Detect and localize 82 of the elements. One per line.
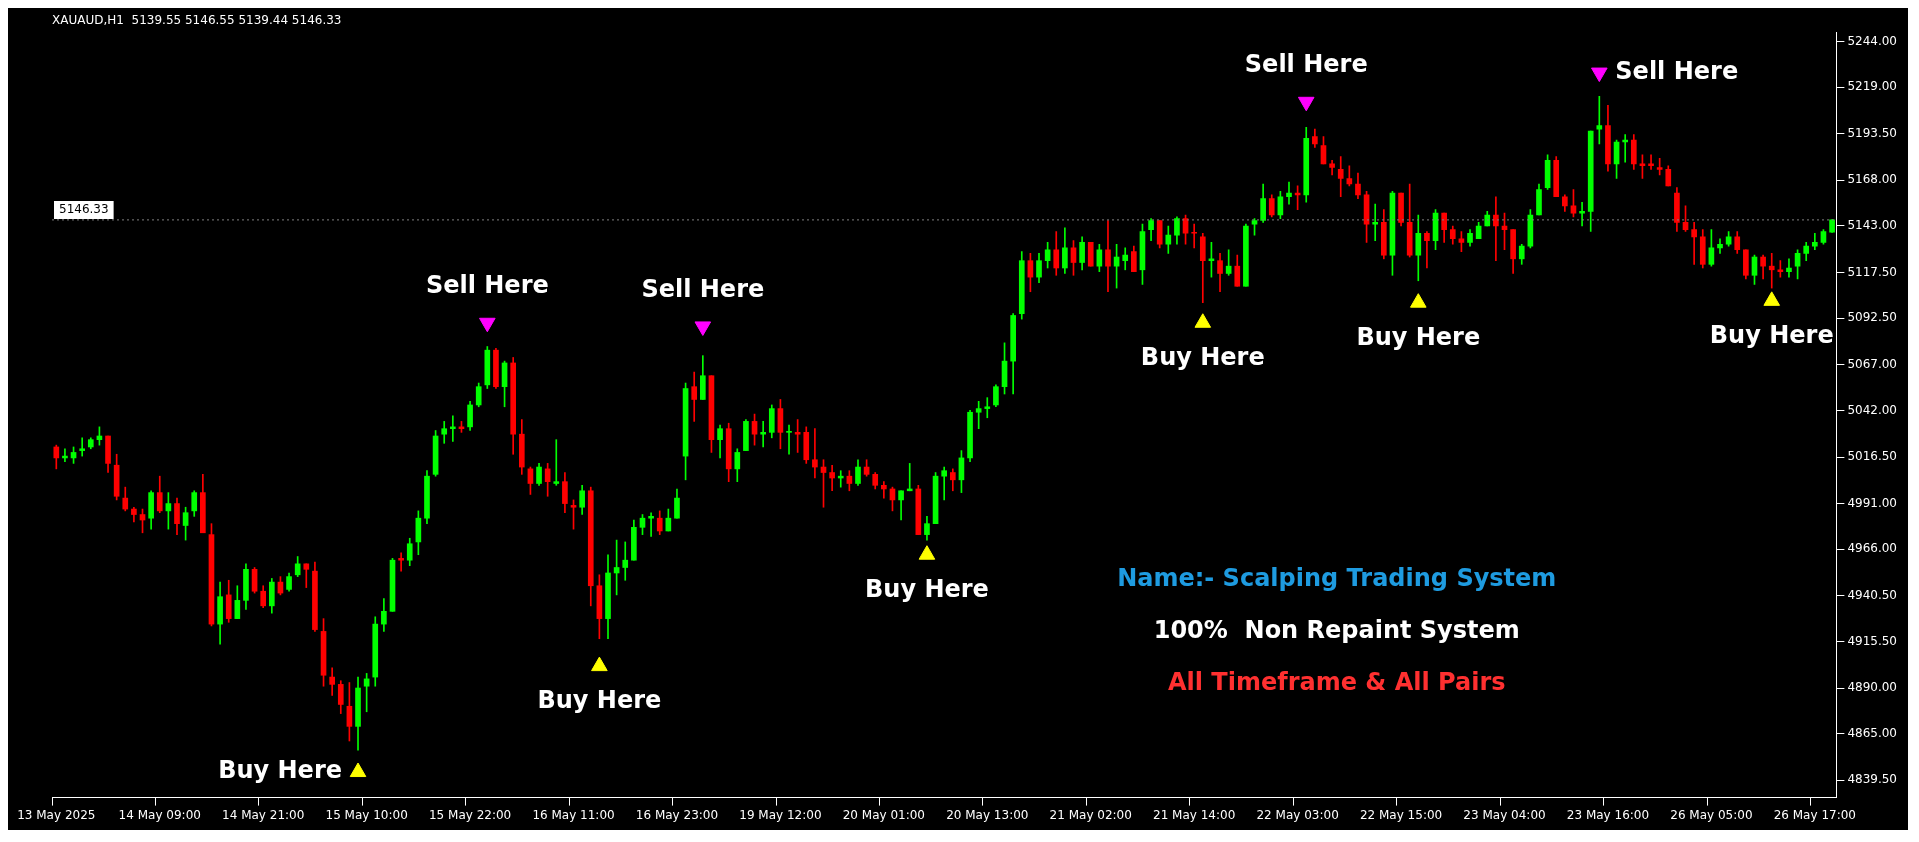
candlestick: [1786, 258, 1792, 278]
text: Buy Here: [865, 574, 989, 603]
x-tick-label: 16 May 11:00: [532, 807, 615, 822]
candlestick: [79, 437, 85, 457]
series-label: Sell Here: [1615, 56, 1739, 85]
x-tick-label: 14 May 21:00: [222, 807, 305, 822]
y-tick-label: 5143.00: [1847, 218, 1897, 233]
x-tick-label: 13 May 2025: [17, 807, 96, 822]
candlestick: [1286, 181, 1292, 205]
x-tick-label: 21 May 14:00: [1153, 807, 1236, 822]
candlestick: [1579, 201, 1585, 227]
candlestick: [941, 466, 948, 501]
candlestick: [760, 421, 766, 448]
y-tick-label: 4991.00: [1847, 495, 1897, 510]
point: [479, 317, 496, 333]
candlestick: [812, 428, 818, 479]
ref-line-label: 5146.33: [59, 202, 109, 217]
x-tick-label: 15 May 22:00: [428, 807, 512, 822]
candlestick: [1424, 231, 1430, 269]
y-tick-label: 4940.50: [1847, 587, 1897, 602]
y-tick-label: 4966.00: [1847, 541, 1897, 556]
point: [1297, 96, 1315, 112]
y-tick-label: 5067.00: [1847, 356, 1897, 371]
series-label: Buy Here: [218, 756, 343, 785]
x-tick-label: 16 May 23:00: [635, 807, 719, 822]
y-tick-label: 4915.50: [1847, 633, 1897, 648]
candlestick: [881, 481, 887, 499]
candlestick: [1493, 196, 1499, 262]
x-tick-label: 15 May 10:00: [325, 807, 408, 822]
x-tick-label: 21 May 02:00: [1049, 807, 1132, 822]
text: Buy Here: [1356, 322, 1481, 351]
x-tick-label: 19 May 12:00: [739, 807, 822, 822]
candlestick: [1191, 223, 1197, 249]
y-tick-label: 5219.00: [1847, 79, 1897, 94]
x-tick-label: 26 May 05:00: [1670, 807, 1753, 822]
candlestick: [1105, 220, 1111, 293]
y-tick-label: 5016.50: [1847, 449, 1897, 464]
chart-title: XAUAUD,H1 5139.55 5146.55 5139.44 5146.33: [52, 13, 342, 28]
text: Sell Here: [1244, 50, 1368, 79]
text: Sell Here: [641, 274, 765, 303]
candlestick: [622, 541, 629, 581]
annotation: Name:- Scalping Trading System: [1117, 563, 1557, 592]
y-tick-label: 4890.00: [1847, 680, 1897, 695]
y-tick-label: 5193.50: [1847, 125, 1897, 140]
x-tick-label: 23 May 04:00: [1463, 807, 1546, 822]
point: [349, 762, 367, 778]
point: [918, 545, 936, 560]
candlestick: [1337, 156, 1344, 198]
y-tick-label: 5117.50: [1847, 264, 1897, 279]
candlestick: [648, 512, 654, 537]
text: Buy Here: [1709, 321, 1834, 350]
point: [1591, 67, 1608, 83]
y-tick-label: 5244.00: [1847, 33, 1897, 48]
point: [694, 321, 712, 336]
x-tick-label: 22 May 15:00: [1359, 807, 1443, 822]
x-tick-label: 20 May 13:00: [946, 807, 1029, 822]
candlestick: [1812, 232, 1818, 251]
candlestick: [553, 439, 560, 486]
y-tick-label: 5042.00: [1847, 402, 1897, 417]
y-tick-label: 5092.50: [1847, 310, 1897, 325]
candlestick: [984, 397, 991, 419]
point: [591, 656, 608, 672]
x-tick-label: 20 May 01:00: [842, 807, 925, 822]
x-tick-label: 23 May 16:00: [1566, 807, 1650, 822]
text: Buy Here: [537, 686, 662, 715]
text: Buy Here: [1140, 343, 1265, 372]
candlestick: [398, 552, 404, 572]
candlestick: [1596, 95, 1603, 145]
y-tick-label: 4839.50: [1847, 772, 1897, 787]
candlestick: [786, 424, 792, 455]
candlestick: [829, 464, 835, 492]
candlestick: [1691, 222, 1697, 265]
annotation: All Timeframe & All Pairs: [1167, 667, 1506, 696]
candlestick: [1717, 238, 1723, 254]
y-tick-label: 4865.00: [1847, 725, 1897, 740]
candlestick: [1768, 253, 1775, 289]
x-tick-label: 22 May 03:00: [1256, 807, 1339, 822]
y-tick-label: 5168.00: [1847, 172, 1897, 187]
x-tick-label: 26 May 17:00: [1773, 807, 1856, 822]
annotation: 100% Non Repaint System: [1153, 615, 1520, 644]
x-tick-label: 14 May 09:00: [118, 807, 201, 822]
text: Sell Here: [425, 271, 549, 300]
